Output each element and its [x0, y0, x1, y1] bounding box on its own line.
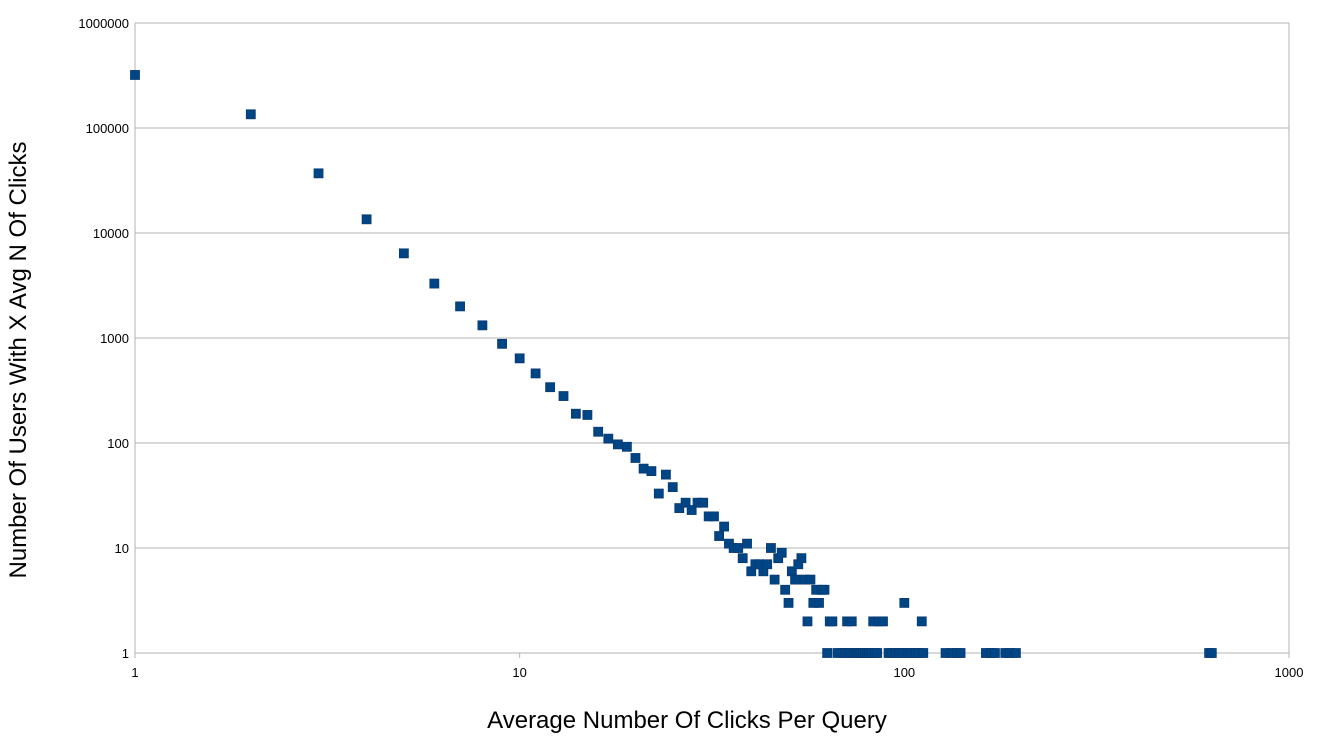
data-point [558, 391, 569, 401]
data-points [130, 70, 1217, 658]
data-point [790, 574, 800, 585]
x-axis-title: Average Number Of Clicks Per Query [487, 707, 887, 734]
y-tick-label: 1 [122, 646, 129, 661]
data-point [899, 598, 910, 608]
data-point [680, 497, 691, 508]
data-point [762, 559, 773, 570]
data-point [783, 598, 794, 608]
data-point [916, 616, 927, 627]
data-point [766, 543, 776, 553]
data-point [612, 439, 623, 450]
tick-labels: 1 10 100 1000 10000 100000 1000000 1 10 100 1000 [78, 16, 1303, 680]
x-tick-label: 1000 [1275, 665, 1304, 680]
data-point [313, 168, 324, 179]
data-point [646, 466, 657, 477]
data-point [698, 497, 709, 508]
data-point [822, 648, 833, 658]
data-point [530, 368, 541, 379]
data-point [582, 410, 593, 420]
data-point [872, 648, 883, 658]
data-point [621, 441, 632, 452]
data-point [674, 503, 685, 513]
data-point [686, 505, 697, 515]
data-point [737, 553, 748, 564]
data-point [661, 469, 671, 480]
data-point [514, 353, 525, 364]
data-point [814, 598, 824, 608]
data-point [990, 648, 1000, 658]
y-tick-label: 1000 [100, 331, 129, 346]
data-point [955, 648, 966, 658]
data-point [630, 453, 641, 463]
y-tick-label: 100 [107, 436, 129, 451]
data-point [130, 70, 140, 80]
data-point [827, 616, 838, 627]
data-point [1206, 648, 1217, 658]
data-point [1011, 648, 1021, 658]
data-point [497, 338, 507, 349]
data-point [545, 382, 556, 393]
data-point [796, 553, 807, 564]
data-point [593, 426, 604, 437]
data-point [477, 320, 488, 331]
y-tick-label: 10000 [93, 226, 129, 241]
data-point [918, 648, 929, 658]
data-point [742, 538, 752, 549]
data-point [714, 531, 725, 541]
data-point [719, 521, 730, 532]
data-point [709, 511, 719, 522]
data-point [846, 616, 857, 627]
y-tick-label: 100000 [86, 121, 129, 136]
y-tick-label: 1000000 [78, 16, 129, 31]
data-point [429, 278, 440, 289]
data-point [570, 408, 581, 419]
data-point [878, 616, 888, 627]
data-point [603, 433, 614, 444]
data-point [802, 616, 813, 627]
x-tick-label: 10 [512, 665, 526, 680]
data-point [769, 574, 780, 585]
data-point [819, 584, 830, 595]
gridlines [134, 22, 1290, 658]
data-point [455, 301, 465, 312]
data-point [776, 547, 787, 558]
data-point [653, 488, 664, 499]
data-point [398, 248, 409, 259]
data-point [805, 574, 816, 585]
data-point [245, 109, 256, 120]
data-point [361, 214, 372, 225]
y-axis-title: Number Of Users With X Avg N Of Clicks [5, 142, 32, 579]
y-tick-label: 10 [115, 541, 129, 556]
x-tick-label: 1 [131, 665, 138, 680]
data-point [667, 482, 678, 493]
data-point [733, 543, 744, 553]
x-tick-label: 100 [893, 665, 915, 680]
data-point [780, 584, 791, 595]
